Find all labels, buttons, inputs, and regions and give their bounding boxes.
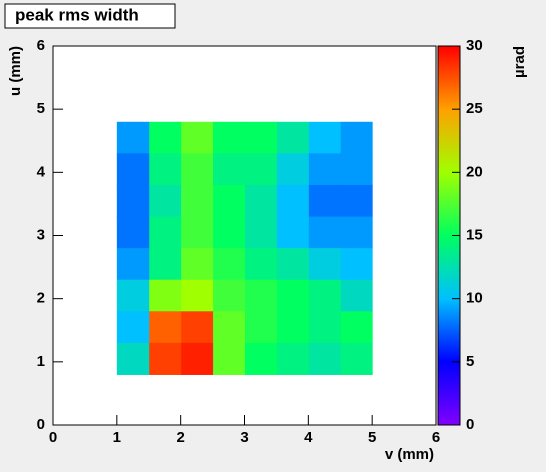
z-tick-label: 25 [466,100,483,117]
heatmap-cell [148,184,182,218]
y-axis-title: u (mm) [7,46,24,96]
heatmap-cell [148,121,182,154]
heatmap-cell [340,342,373,375]
z-tick-label: 30 [466,37,483,54]
heatmap-cell [212,311,245,344]
z-tick-label: 15 [466,226,483,243]
heatmap-cell [116,248,150,281]
heatmap-cell [244,248,277,281]
heatmap-cell [180,248,214,281]
heatmap-cell [276,311,309,344]
heatmap-cell [244,311,277,344]
heatmap-cell [180,216,214,249]
heatmap-cell [180,121,214,154]
heatmap-cell [148,342,182,375]
heatmap-cell [276,121,309,154]
heatmap-cell [340,121,373,154]
title-box [4,3,176,29]
heatmap-cell [308,311,341,344]
heatmap-cell [212,342,245,375]
heatmap-cell [244,153,277,186]
heatmap-cell [276,342,309,375]
x-tick-label: 5 [368,429,376,446]
heatmap-cell [340,311,373,344]
x-tick-label: 4 [304,429,313,446]
z-tick-label: 20 [466,163,483,180]
x-tick-label: 1 [113,429,121,446]
y-tick-label: 5 [37,100,45,117]
heatmap-cell [340,216,373,249]
heatmap-cell [244,216,277,249]
x-axis-title: v (mm) [385,446,434,463]
y-tick-label: 1 [37,353,45,370]
z-tick-label: 0 [466,416,474,433]
heatmap-cell [116,342,150,375]
heatmap-cell [340,279,373,312]
heatmap-cell [148,279,182,312]
heatmap-cell [116,216,150,249]
heatmap-cell [244,279,277,312]
heatmap-cell [276,216,309,249]
x-tick-label: 2 [176,429,184,446]
heatmap-cell [212,184,245,218]
heatmap-cell [116,184,150,218]
heatmap-cell [308,279,341,312]
heatmap-cell [340,153,373,186]
x-tick-label: 0 [49,429,57,446]
y-tick-label: 4 [37,163,46,180]
heatmap-cell [276,153,309,186]
heatmap-cell [308,248,341,281]
heatmap-cell [180,342,214,375]
heatmap-cell [116,153,150,186]
heatmap-cell [148,216,182,249]
heatmap-cell [308,184,341,218]
heatmap-cell [276,248,309,281]
heatmap-cell [340,184,373,218]
z-tick-label: 10 [466,290,483,307]
heatmap-cell [276,184,309,218]
heatmap-cell [212,248,245,281]
heatmap-cell [212,279,245,312]
heatmap-cell [244,121,277,154]
chart-title: peak rms width [15,5,139,24]
x-tick-label: 3 [240,429,248,446]
y-tick-label: 6 [37,37,45,54]
heatmap-cell [116,311,150,344]
heatmap-cell [212,121,245,154]
z-tick-label: 5 [466,353,474,370]
z-axis-title: µrad [511,46,528,78]
heatmap-cell [116,279,150,312]
heatmap-cell [180,184,214,218]
heatmap-cell [308,342,341,375]
heatmap-cell [276,279,309,312]
x-tick-label: 6 [432,429,440,446]
heatmap-cell [340,248,373,281]
heatmap-cell [180,279,214,312]
heatmap-cell [308,121,341,154]
heatmap-cell [308,216,341,249]
y-tick-label: 2 [37,290,45,307]
heatmap-cell [180,153,214,186]
y-tick-label: 3 [37,226,45,243]
y-tick-label: 0 [37,416,45,433]
heatmap-cell [116,121,150,154]
heatmap-cell [148,311,182,344]
heatmap-cell [148,153,182,186]
heatmap-cell [180,311,214,344]
heatmap-cell [308,153,341,186]
heatmap-cell [244,342,277,375]
heatmap-cell [244,184,277,218]
heatmap-cell [212,153,245,186]
heatmap-cell [212,216,245,249]
heatmap-cell [148,248,182,281]
